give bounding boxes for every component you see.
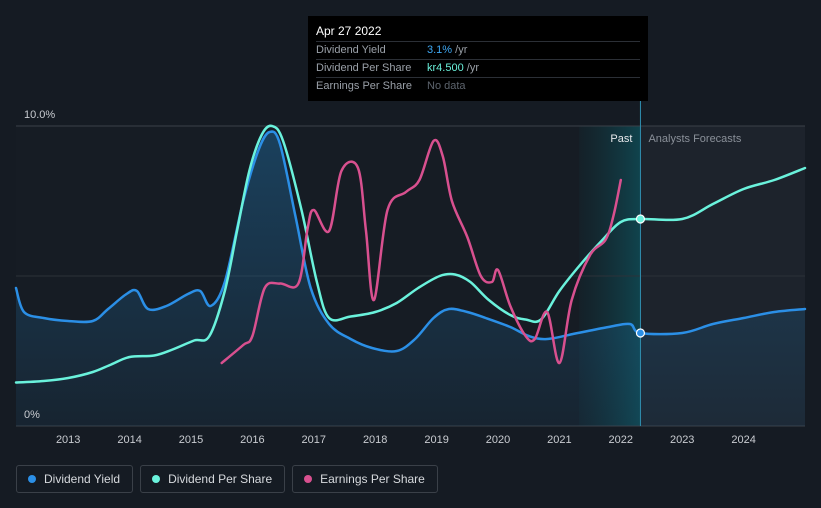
x-tick-label: 2021	[547, 434, 571, 446]
tooltip-date: Apr 27 2022	[316, 21, 640, 42]
earnings-per-share-line	[220, 138, 623, 365]
x-tick-label: 2020	[486, 434, 510, 446]
y-tick-label: 10.0%	[24, 109, 55, 121]
legend: Dividend Yield Dividend Per Share Earnin…	[16, 465, 445, 493]
legend-dot-icon	[304, 475, 313, 483]
tooltip-value: kr4.500	[427, 62, 464, 74]
axis-layer: 2013 2014 2015 2016 2017 2018 2019 2020 2021 2022…	[24, 109, 756, 446]
legend-label: Dividend Yield	[44, 472, 121, 486]
legend-label: Earnings Per Share	[320, 472, 425, 486]
legend-label: Dividend Per Share	[168, 472, 273, 486]
legend-item-dividend-yield[interactable]: Dividend Yield	[16, 465, 134, 493]
series-layer	[14, 124, 807, 427]
highlight-point[interactable]	[635, 214, 646, 224]
x-tick-label: 2024	[731, 434, 755, 446]
marker-layer	[635, 214, 646, 338]
tooltip-unit: /yr	[466, 62, 479, 74]
x-tick-label: 2023	[670, 434, 694, 446]
x-tick-label: 2013	[56, 434, 80, 446]
highlight-point[interactable]	[635, 328, 646, 338]
tooltip-unit: /yr	[455, 44, 468, 56]
tooltip-label: Earnings Per Share	[316, 80, 412, 92]
tooltip-label: Dividend Yield	[316, 44, 386, 56]
tooltip-value: No data	[427, 80, 466, 92]
y-tick-label: 0%	[24, 409, 40, 421]
legend-item-earnings-per-share[interactable]: Earnings Per Share	[292, 465, 438, 493]
x-tick-label: 2019	[424, 434, 448, 446]
legend-item-dividend-per-share[interactable]: Dividend Per Share	[140, 465, 286, 493]
past-label: Past	[610, 133, 632, 145]
tooltip-value: 3.1%	[427, 44, 453, 56]
x-tick-label: 2022	[609, 434, 633, 446]
dividend-yield-line	[14, 130, 807, 353]
dividend-yield-area	[16, 131, 805, 427]
legend-dot-icon	[152, 475, 161, 483]
tooltip: Apr 27 2022 Dividend Yield 3.1% /yr Divi…	[308, 16, 648, 101]
x-tick-label: 2015	[179, 434, 203, 446]
dividend-per-share-line	[14, 124, 807, 384]
x-tick-label: 2018	[363, 434, 387, 446]
x-tick-label: 2016	[240, 434, 264, 446]
tooltip-row-earnings-per-share: Earnings Per Share No data	[316, 78, 640, 95]
x-tick-label: 2014	[117, 434, 141, 446]
tooltip-row-dividend-per-share: Dividend Per Share kr4.500 /yr	[316, 60, 640, 78]
forecast-label: Analysts Forecasts	[648, 133, 741, 145]
tooltip-row-dividend-yield: Dividend Yield 3.1% /yr	[316, 42, 640, 60]
tooltip-label: Dividend Per Share	[316, 62, 412, 74]
legend-dot-icon	[28, 475, 36, 483]
x-tick-label: 2017	[302, 434, 326, 446]
